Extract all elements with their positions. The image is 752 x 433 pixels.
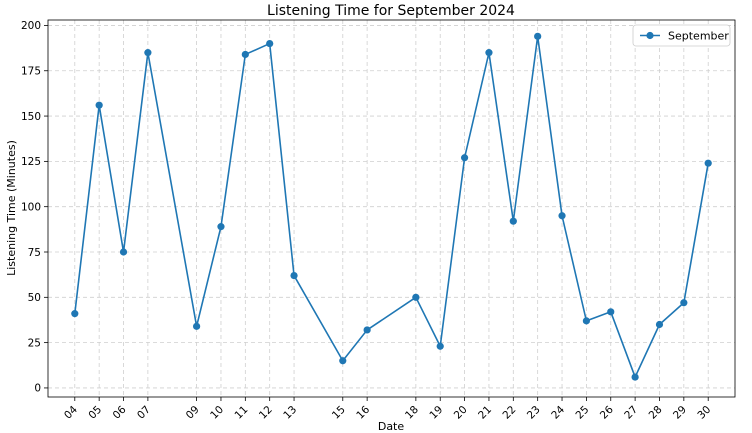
data-point: [436, 342, 444, 350]
data-point: [144, 49, 152, 57]
data-point: [217, 223, 225, 231]
y-tick-label: 25: [28, 337, 41, 349]
data-point: [95, 101, 103, 109]
y-tick-label: 0: [34, 383, 41, 395]
legend-label: September: [668, 30, 729, 43]
x-tick-label: 04: [62, 403, 80, 421]
legend-box: [632, 24, 731, 47]
x-tick-label: 06: [111, 403, 129, 421]
data-point: [339, 357, 347, 365]
data-point: [534, 32, 542, 40]
x-tick-label: 24: [549, 403, 567, 421]
x-tick-label: 30: [695, 404, 713, 422]
chart-title: Listening Time for September 2024: [267, 3, 515, 19]
y-tick-label: 50: [28, 292, 41, 304]
x-tick-label: 22: [500, 404, 518, 422]
x-tick-label: 29: [671, 404, 689, 422]
data-point: [119, 248, 128, 256]
x-tick-label: 26: [598, 403, 616, 421]
data-point: [485, 49, 493, 57]
x-axis-label: Date: [378, 420, 405, 433]
x-tick-label: 25: [574, 404, 592, 422]
x-tick-label: 10: [208, 404, 226, 422]
data-point: [655, 320, 664, 329]
y-tick-label: 125: [21, 156, 41, 168]
x-tick-label: 07: [135, 404, 153, 422]
data-point: [631, 373, 639, 381]
data-point: [582, 317, 590, 325]
x-tick-label: 11: [233, 404, 251, 422]
series-line: [74, 35, 709, 378]
series-layer: [71, 32, 712, 381]
x-tick-label: 16: [354, 403, 372, 421]
x-tick-label: 20: [452, 404, 470, 422]
y-tick-label: 150: [21, 111, 41, 123]
x-tick-label: 15: [330, 404, 348, 422]
data-point: [680, 299, 688, 307]
data-point: [704, 159, 712, 167]
data-point: [193, 322, 201, 330]
y-tick-label: 100: [21, 201, 41, 213]
data-point: [412, 293, 420, 301]
x-tick-label: 27: [622, 404, 640, 422]
x-tick-label: 18: [403, 404, 421, 422]
data-point: [460, 154, 469, 162]
x-tick-label: 13: [281, 404, 299, 422]
x-tick-label: 21: [476, 404, 494, 422]
x-tick-label: 09: [184, 404, 202, 422]
y-tick-label: 200: [21, 20, 41, 32]
data-point: [241, 50, 249, 59]
x-tick-label: 23: [525, 404, 543, 422]
y-tick-label: 75: [28, 247, 41, 259]
y-tick-label: 175: [21, 66, 41, 78]
y-axis-label: Listening Time (Minutes): [5, 140, 18, 276]
data-point: [558, 212, 566, 220]
grid-layer: [48, 20, 735, 397]
legend: September: [632, 24, 731, 47]
x-tick-label: 05: [86, 404, 104, 422]
data-point: [290, 271, 298, 280]
x-tick-label: 28: [647, 404, 665, 422]
data-point: [266, 39, 274, 48]
data-point: [509, 217, 517, 225]
x-tick-label: 19: [427, 404, 445, 422]
data-point: [607, 308, 615, 316]
data-point: [71, 310, 79, 318]
legend-marker: [646, 31, 654, 40]
plot-frame: [47, 19, 736, 398]
x-tick-label: 12: [257, 404, 275, 422]
data-point: [363, 326, 371, 334]
